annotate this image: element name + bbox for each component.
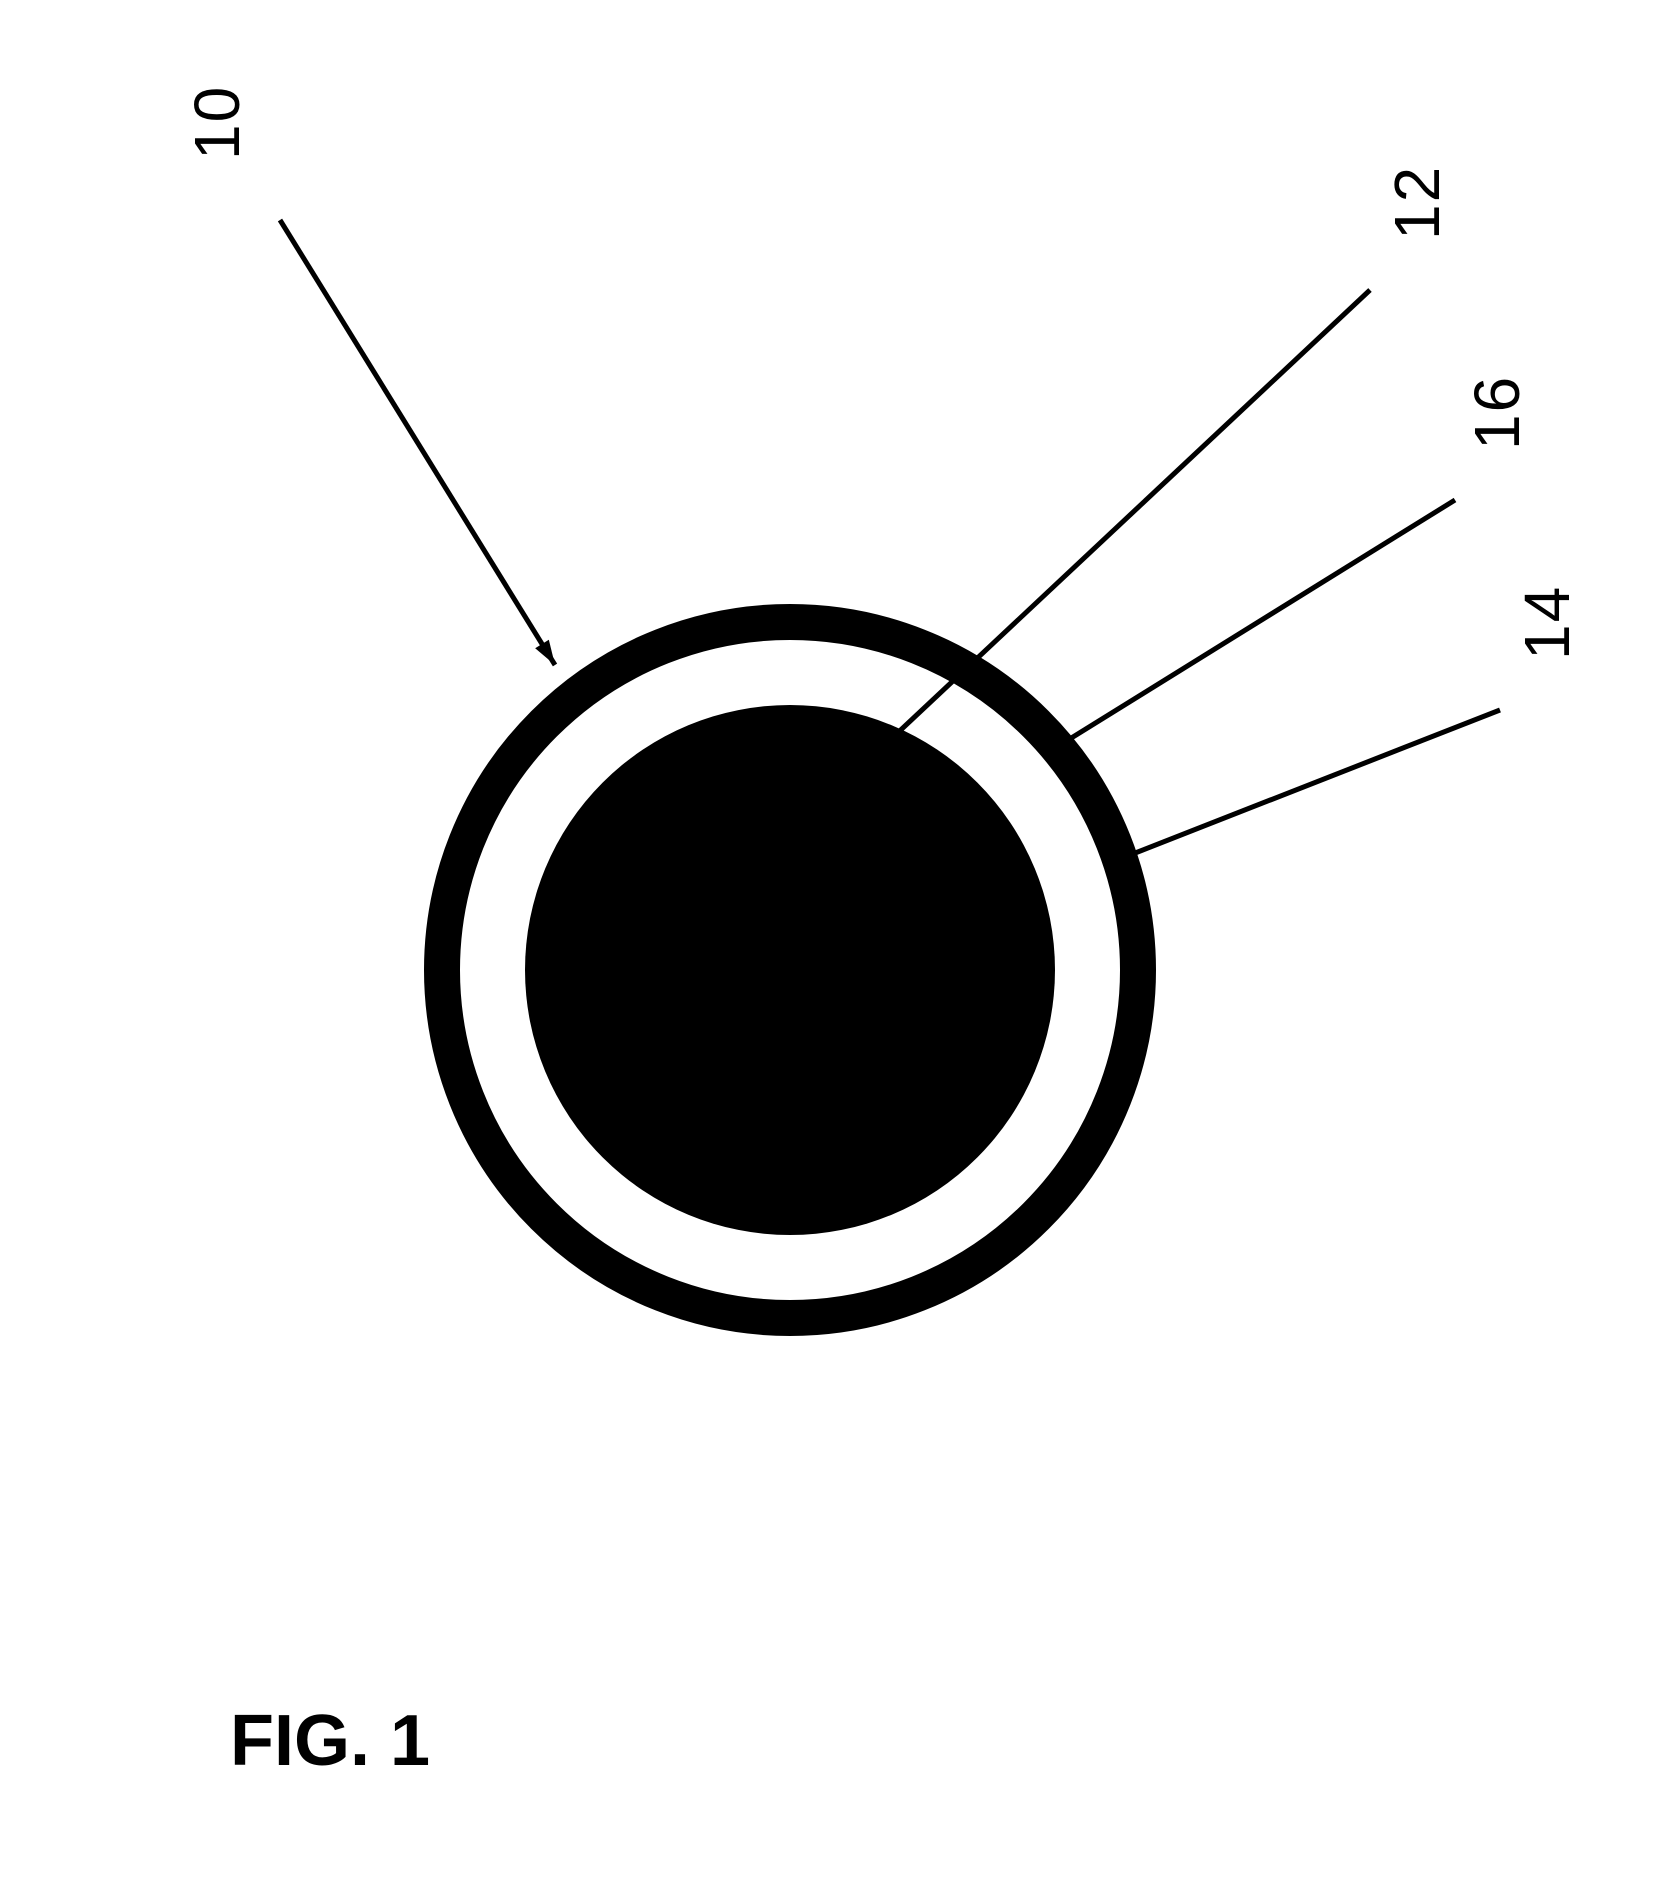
leader-12-line xyxy=(890,290,1370,740)
diagram-svg xyxy=(0,0,1658,1900)
leader-14-line xyxy=(1130,710,1500,855)
figure-canvas: FIG. 1 10 12 16 14 xyxy=(0,0,1658,1900)
leader-10-arrowhead xyxy=(535,640,555,665)
inner-disc xyxy=(525,705,1055,1235)
ref-14: 14 xyxy=(1510,585,1584,660)
ref-16: 16 xyxy=(1460,375,1534,450)
leader-10-line xyxy=(280,220,555,665)
ref-12: 12 xyxy=(1380,165,1454,240)
figure-label: FIG. 1 xyxy=(230,1700,430,1782)
ref-10: 10 xyxy=(180,85,254,160)
leader-16-line xyxy=(1060,500,1455,745)
